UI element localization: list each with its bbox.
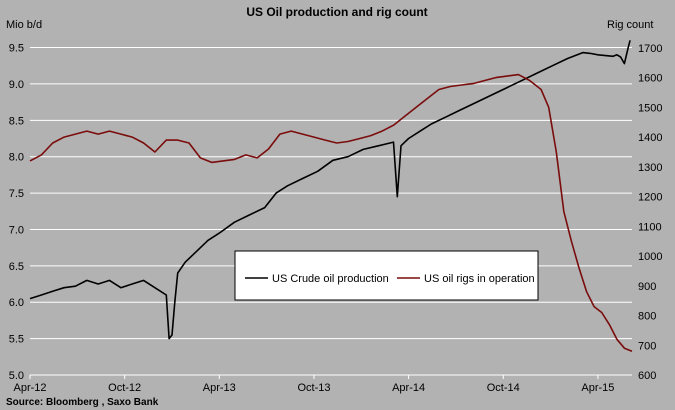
left-tick-label: 5.0 bbox=[9, 370, 24, 382]
right-axis: 600 700 800 900 1000 1100 1200 1300 1400 1500 1600… bbox=[638, 43, 662, 382]
right-tick-label: 1400 bbox=[638, 132, 662, 144]
legend-label-production: US Crude oil production bbox=[272, 273, 389, 285]
left-tick-label: 8.5 bbox=[9, 115, 24, 127]
left-tick-label: 6.5 bbox=[9, 261, 24, 273]
x-axis: Apr-12 Oct-12 Apr-13 Oct-13 Apr-14 Oct-14 Apr-… bbox=[13, 375, 614, 394]
x-tick-label: Apr-14 bbox=[392, 382, 425, 394]
x-tick-label: Oct-13 bbox=[297, 382, 330, 394]
x-tick-label: Apr-13 bbox=[203, 382, 236, 394]
left-tick-label: 9.0 bbox=[9, 79, 24, 91]
source-note: Source: Bloomberg , Saxo Bank bbox=[6, 397, 159, 408]
right-tick-label: 1200 bbox=[638, 192, 662, 204]
left-tick-label: 7.5 bbox=[9, 188, 24, 200]
series-line-production bbox=[29, 40, 631, 340]
left-axis: 5.0 5.5 6.0 6.5 7.0 7.5 8.0 8.5 9.0 9.5 bbox=[9, 43, 24, 382]
legend-box bbox=[234, 250, 539, 301]
x-tick-label: Apr-12 bbox=[13, 382, 46, 394]
left-tick-label: 5.5 bbox=[9, 334, 24, 346]
chart-title: US Oil production and rig count bbox=[246, 5, 427, 19]
right-tick-label: 1500 bbox=[638, 102, 662, 114]
series bbox=[29, 40, 633, 352]
left-axis-title: Mio b/d bbox=[6, 19, 42, 31]
legend-label-rigs: US oil rigs in operation bbox=[424, 273, 535, 285]
right-tick-label: 1100 bbox=[638, 221, 662, 233]
gridlines bbox=[30, 47, 632, 376]
x-tick-label: Apr-15 bbox=[581, 382, 614, 394]
right-tick-label: 800 bbox=[638, 311, 656, 323]
right-tick-label: 1000 bbox=[638, 251, 662, 263]
right-tick-label: 600 bbox=[638, 370, 656, 382]
right-tick-label: 900 bbox=[638, 281, 656, 293]
right-tick-label: 700 bbox=[638, 340, 656, 352]
x-tick-label: Oct-12 bbox=[108, 382, 141, 394]
legend: US Crude oil production US oil rigs in o… bbox=[234, 250, 539, 301]
right-tick-label: 1300 bbox=[638, 162, 662, 174]
right-tick-label: 1600 bbox=[638, 73, 662, 85]
left-tick-label: 7.0 bbox=[9, 224, 24, 236]
left-tick-label: 6.0 bbox=[9, 297, 24, 309]
series-line-rigs bbox=[29, 73, 633, 352]
x-tick-label: Oct-14 bbox=[487, 382, 520, 394]
left-tick-label: 8.0 bbox=[9, 152, 24, 164]
left-tick-label: 9.5 bbox=[9, 43, 24, 55]
right-axis-title: Rig count bbox=[607, 19, 653, 31]
right-tick-label: 1700 bbox=[638, 43, 662, 55]
